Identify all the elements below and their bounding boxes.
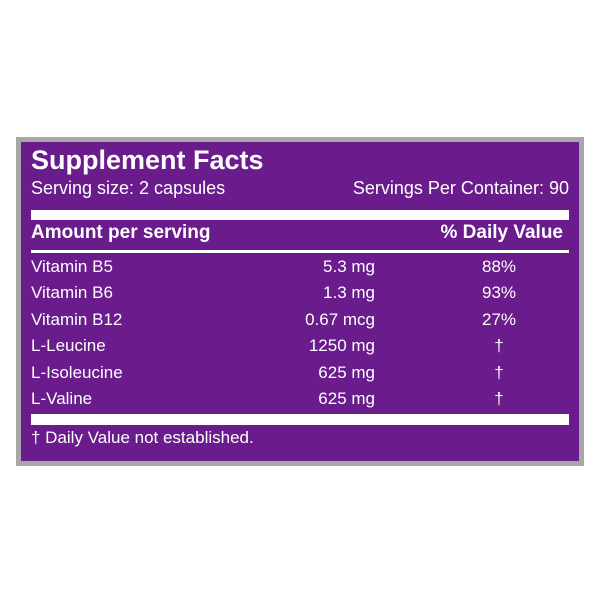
nutrient-amount: 625 mg xyxy=(318,388,375,408)
divider-bar-top xyxy=(31,210,569,220)
nutrient-name: Vitamin B5 xyxy=(31,257,113,276)
nutrient-amount: 625 mg xyxy=(318,362,375,382)
nutrient-row: L-Leucine 1250 mg † xyxy=(31,334,569,360)
nutrient-daily-value: † xyxy=(494,336,504,356)
nutrient-row: Vitamin B5 5.3 mg 88% xyxy=(31,255,569,281)
nutrient-row: Vitamin B12 0.67 mcg 27% xyxy=(31,308,569,334)
label-title: Supplement Facts xyxy=(31,145,264,175)
nutrient-amount: 1.3 mg xyxy=(323,283,375,303)
nutrient-name: Vitamin B6 xyxy=(31,283,113,303)
table-header: Amount per serving % Daily Value xyxy=(31,222,569,248)
header-daily-value: % Daily Value xyxy=(440,222,563,243)
footnote: † Daily Value not established. xyxy=(31,428,254,447)
nutrient-daily-value: † xyxy=(494,388,504,408)
divider-bar-bottom xyxy=(31,414,569,425)
nutrient-row: L-Isoleucine 625 mg † xyxy=(31,361,569,387)
nutrient-row: Vitamin B6 1.3 mg 93% xyxy=(31,281,569,307)
nutrient-daily-value: 93% xyxy=(481,283,517,303)
divider-bar-header xyxy=(31,250,569,253)
servings-per-container: Servings Per Container: 90 xyxy=(352,178,569,198)
nutrient-daily-value: 88% xyxy=(481,257,517,276)
nutrient-name: L-Valine xyxy=(31,388,93,408)
nutrient-list: Vitamin B5 5.3 mg 88% Vitamin B6 1.3 mg … xyxy=(31,255,569,413)
nutrient-row: L-Valine 625 mg † xyxy=(31,387,569,413)
serving-info: Serving size: 2 capsules Servings Per Co… xyxy=(31,178,569,204)
nutrient-name: Vitamin B12 xyxy=(31,309,123,329)
supplement-facts-panel: Supplement Facts Serving size: 2 capsule… xyxy=(21,142,579,461)
header-amount-per-serving: Amount per serving xyxy=(31,222,211,243)
nutrient-daily-value: † xyxy=(494,362,504,382)
serving-size: Serving size: 2 capsules xyxy=(31,178,226,198)
nutrient-amount: 0.67 mcg xyxy=(305,309,375,329)
nutrient-name: L-Leucine xyxy=(31,336,106,356)
nutrient-name: L-Isoleucine xyxy=(31,362,123,382)
nutrient-amount: 1250 mg xyxy=(308,336,375,356)
nutrient-amount: 5.3 mg xyxy=(323,257,375,276)
nutrient-daily-value: 27% xyxy=(481,309,517,329)
